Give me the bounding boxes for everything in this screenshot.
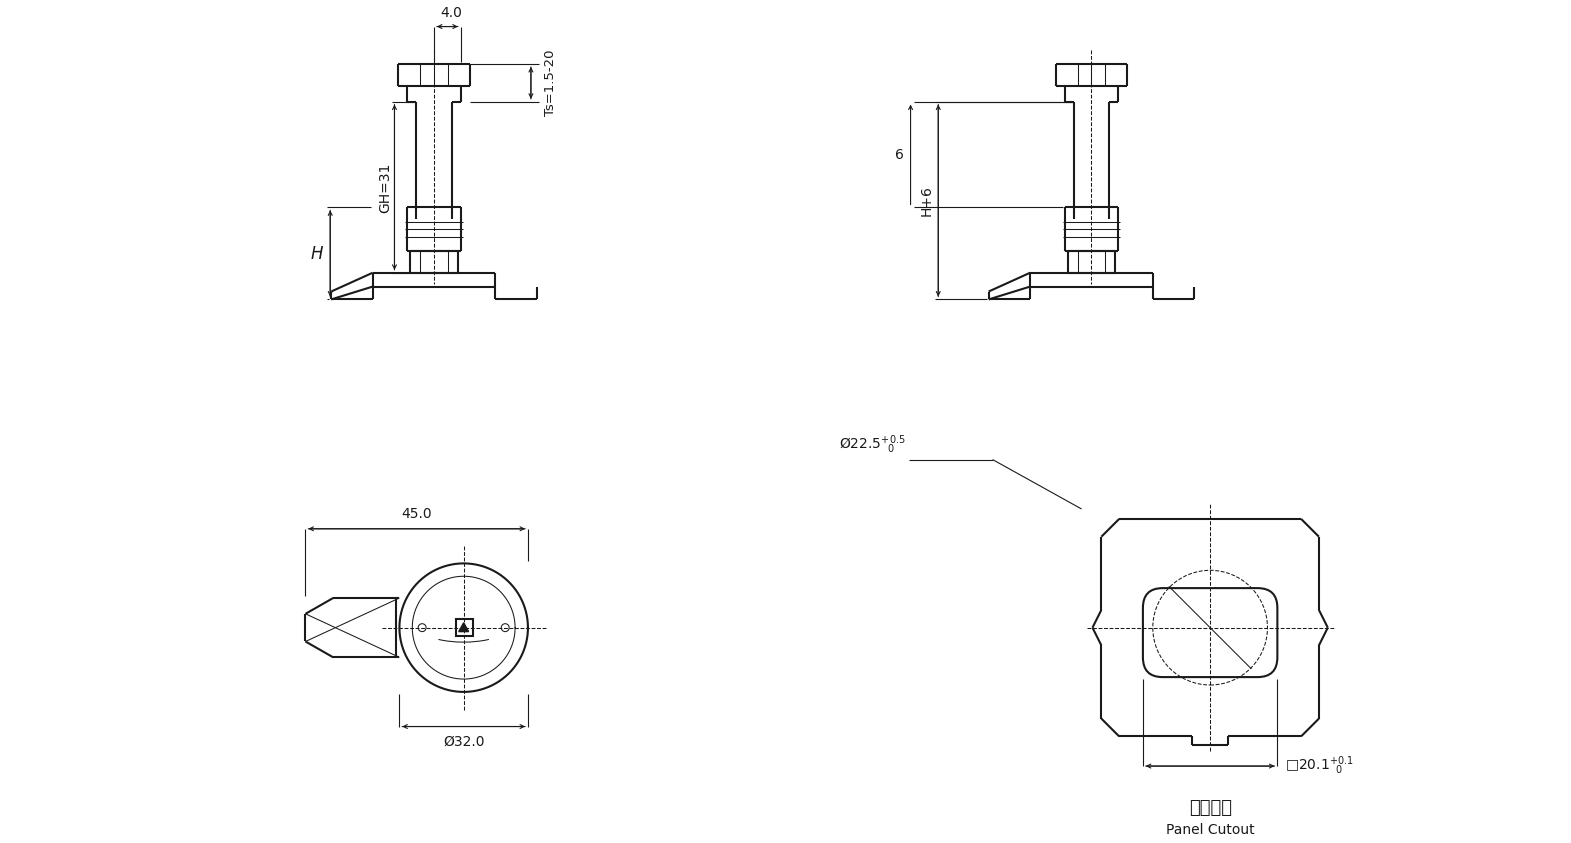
Text: Ø32.0: Ø32.0: [443, 734, 484, 749]
Text: H: H: [309, 245, 322, 263]
Text: GH=31: GH=31: [379, 163, 393, 213]
Text: 开孔尺寸: 开孔尺寸: [1189, 798, 1232, 817]
Text: Ts=1.5-20: Ts=1.5-20: [544, 50, 556, 116]
Text: □20.1$^{+0.1}_{\ \ 0}$: □20.1$^{+0.1}_{\ \ 0}$: [1285, 754, 1354, 777]
Text: Panel Cutout: Panel Cutout: [1166, 824, 1255, 837]
Text: 4.0: 4.0: [440, 6, 462, 19]
Text: H+6: H+6: [919, 185, 933, 216]
Polygon shape: [459, 623, 468, 631]
Bar: [456, 619, 473, 636]
Text: 45.0: 45.0: [401, 507, 432, 521]
Text: 6: 6: [895, 148, 903, 162]
Text: Ø22.5$^{+0.5}_{\ \ 0}$: Ø22.5$^{+0.5}_{\ \ 0}$: [839, 433, 905, 455]
